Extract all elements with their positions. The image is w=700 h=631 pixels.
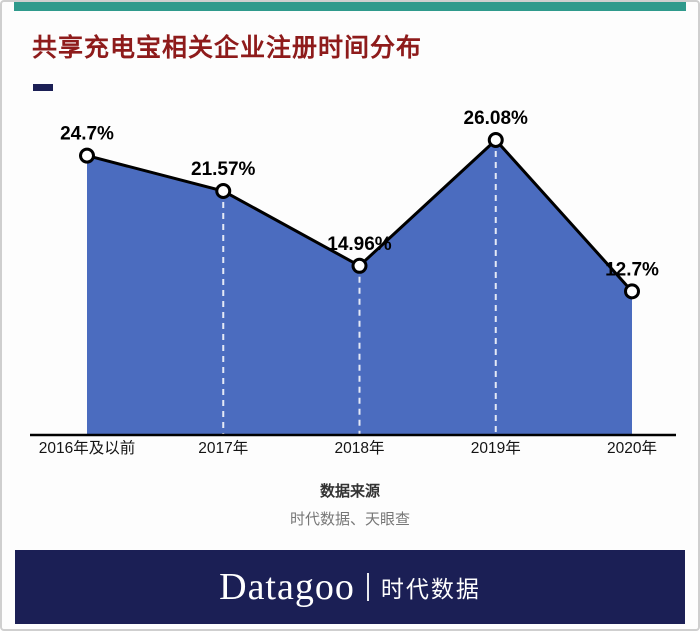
data-point-marker — [351, 257, 368, 274]
source-text: 时代数据、天眼查 — [289, 511, 410, 528]
x-axis-label: 2019年 — [471, 439, 521, 457]
value-label: 24.7% — [60, 124, 114, 145]
value-label: 21.57% — [191, 159, 256, 180]
x-axis-label: 2018年 — [335, 439, 385, 457]
value-label: 26.08% — [464, 108, 529, 129]
data-point-marker — [215, 183, 232, 200]
value-label: 14.96% — [327, 234, 392, 255]
x-axis-label: 2016年及以前 — [39, 439, 135, 457]
x-axis-label: 2020年 — [607, 439, 657, 457]
area-chart: 24.7% 21.57% 14.96% 26.08% 12.7% 2016年及以前 2017… — [30, 108, 676, 457]
source-block: 数据来源 时代数据、天眼查 — [2, 480, 698, 529]
brand-chinese-name: 时代数据 — [380, 577, 481, 602]
data-point-marker — [487, 132, 504, 148]
value-label: 12.7% — [605, 259, 659, 280]
page-title: 共享充电宝相关企业注册时间分布 — [32, 34, 423, 62]
data-point-marker — [79, 147, 95, 164]
source-label: 数据来源 — [319, 483, 380, 500]
data-point-marker — [624, 283, 640, 300]
title-accent-dash — [33, 84, 53, 91]
brand-separator — [366, 573, 369, 601]
top-accent-bar — [14, 2, 686, 11]
brand-logo-text: Datagoo — [219, 566, 355, 608]
footer-brand-bar: Datagoo 时代数据 — [15, 550, 685, 624]
x-axis-label: 2017年 — [198, 439, 248, 457]
